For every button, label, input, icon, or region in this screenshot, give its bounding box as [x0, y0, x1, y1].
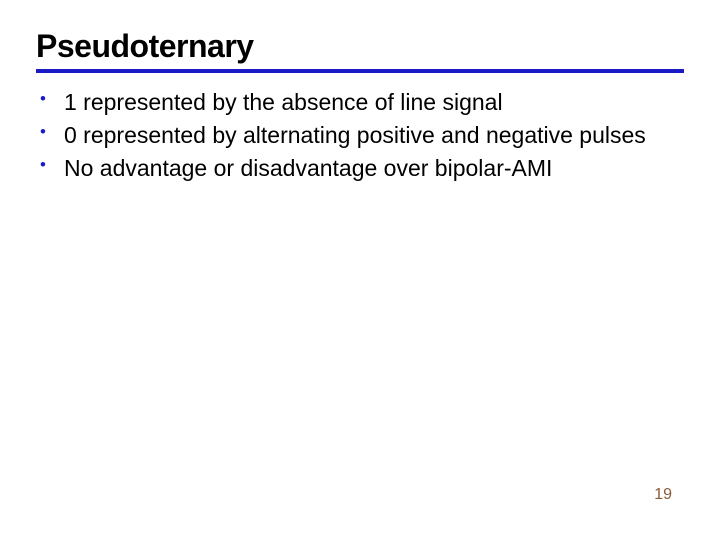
- bullet-list: • 1 represented by the absence of line s…: [36, 87, 684, 184]
- page-number: 19: [654, 486, 672, 504]
- list-item: • 1 represented by the absence of line s…: [36, 87, 684, 118]
- list-item-text: 1 represented by the absence of line sig…: [64, 89, 503, 115]
- list-item-text: No advantage or disadvantage over bipola…: [64, 155, 552, 181]
- bullet-icon: •: [40, 154, 46, 177]
- bullet-icon: •: [40, 121, 46, 144]
- list-item: • 0 represented by alternating positive …: [36, 120, 684, 151]
- bullet-icon: •: [40, 88, 46, 111]
- list-item: • No advantage or disadvantage over bipo…: [36, 153, 684, 184]
- slide-title: Pseudoternary: [36, 28, 684, 65]
- title-underline: [36, 69, 684, 73]
- list-item-text: 0 represented by alternating positive an…: [64, 122, 646, 148]
- slide: Pseudoternary • 1 represented by the abs…: [0, 0, 720, 540]
